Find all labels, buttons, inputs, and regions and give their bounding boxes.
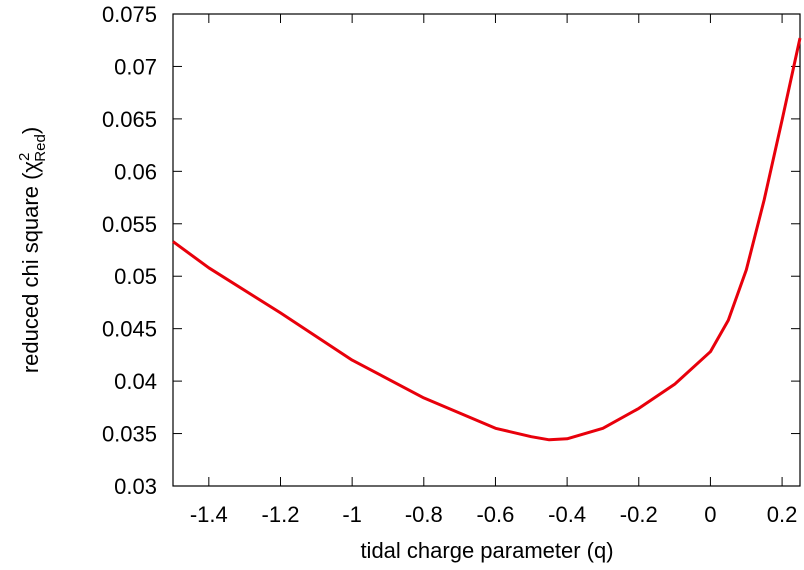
x-tick-label: -1.2 bbox=[262, 502, 300, 527]
x-tick-label: -1.4 bbox=[190, 502, 228, 527]
y-tick-label: 0.05 bbox=[114, 264, 157, 289]
y-label-sub: Red bbox=[32, 134, 49, 162]
x-tick-label: -0.8 bbox=[405, 502, 443, 527]
y-label-end: ) bbox=[18, 127, 43, 134]
x-tick-label: 0.2 bbox=[767, 502, 798, 527]
x-axis-label: tidal charge parameter (q) bbox=[360, 538, 613, 563]
y-tick-label: 0.045 bbox=[102, 317, 157, 342]
y-tick-label: 0.07 bbox=[114, 54, 157, 79]
y-tick-label: 0.055 bbox=[102, 212, 157, 237]
x-tick-label: -0.6 bbox=[476, 502, 514, 527]
x-tick-label: 0 bbox=[704, 502, 716, 527]
y-tick-label: 0.03 bbox=[114, 474, 157, 499]
y-tick-label: 0.075 bbox=[102, 2, 157, 27]
x-tick-label: -0.4 bbox=[548, 502, 586, 527]
y-tick-label: 0.065 bbox=[102, 107, 157, 132]
data-line bbox=[172, 37, 802, 442]
y-tick-label: 0.06 bbox=[114, 159, 157, 184]
plot-border bbox=[172, 13, 801, 487]
y-label-main: reduced chi square (χ bbox=[18, 161, 43, 374]
y-axis-label: reduced chi square (χ2Red) bbox=[16, 127, 49, 373]
y-tick-label: 0.04 bbox=[114, 369, 157, 394]
y-tick-label: 0.035 bbox=[102, 422, 157, 447]
x-tick-label: -1 bbox=[342, 502, 362, 527]
x-tick-label: -0.2 bbox=[620, 502, 658, 527]
y-label-sup: 2 bbox=[16, 153, 33, 161]
